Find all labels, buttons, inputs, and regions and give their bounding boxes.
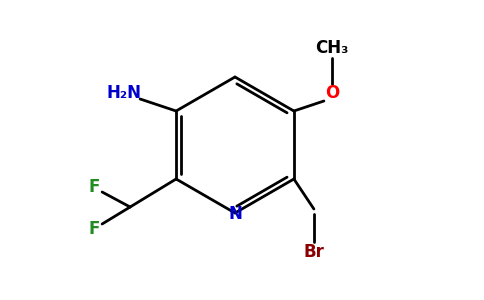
Text: H₂N: H₂N	[106, 84, 142, 102]
Text: F: F	[89, 220, 100, 238]
Text: N: N	[228, 205, 242, 223]
Text: O: O	[325, 84, 339, 102]
Text: CH₃: CH₃	[315, 39, 348, 57]
Text: Br: Br	[303, 243, 324, 261]
Text: F: F	[89, 178, 100, 196]
